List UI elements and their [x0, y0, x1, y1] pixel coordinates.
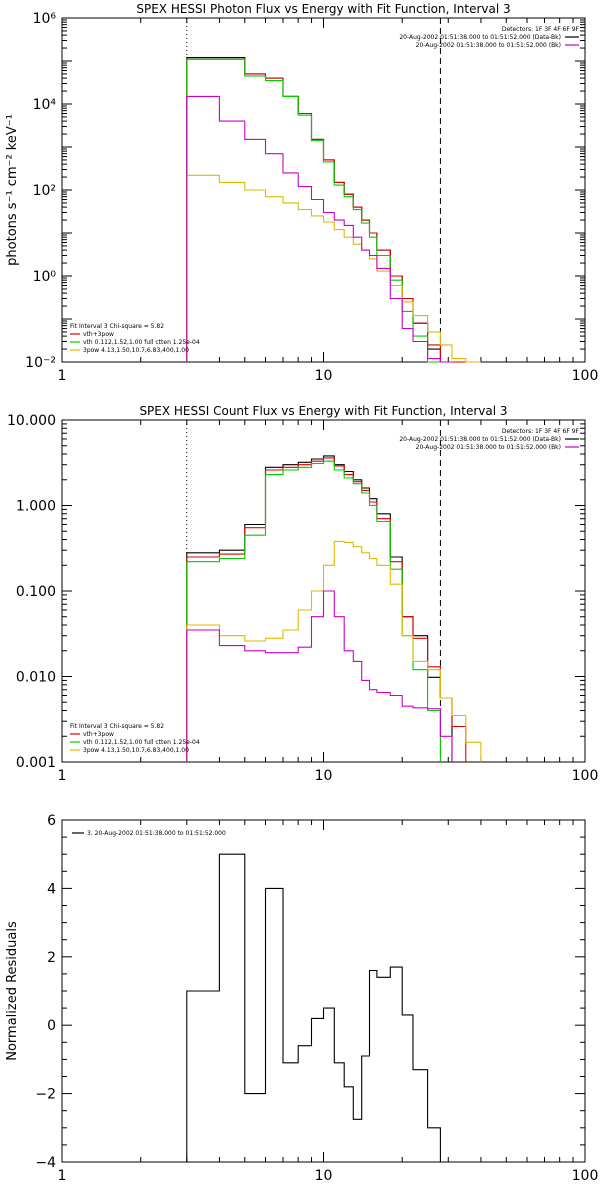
legend-top-text: Detectors: 1F 3F 4F 6F 9F [502, 428, 580, 435]
y-tick-label: −2 [35, 1087, 56, 1103]
legend-bottom-text: vth 0.112,1.52,1.00 full ctten 1.25e-04 [83, 739, 200, 746]
legend-top-text: Detectors: 1F 3F 4F 6F 9F [502, 26, 580, 33]
x-tick-label: 100 [572, 768, 599, 784]
y-tick-label: 10⁴ [33, 97, 57, 113]
x-tick-label: 10 [315, 368, 333, 384]
x-tick-label: 100 [572, 1168, 599, 1184]
count-flux-panel: SPEX HESSI Count Flux vs Energy with Fit… [7, 404, 598, 784]
y-axis-ticks [62, 423, 585, 763]
y-axis-ticks [62, 19, 585, 363]
y-tick-label: 0.010 [16, 670, 56, 686]
legend-bottom-text: vth+3pow [83, 731, 114, 738]
x-axis-ticks [61, 820, 574, 1162]
x-tick-label: 1 [58, 368, 67, 384]
y-tick-label: 1.000 [16, 499, 56, 515]
y-tick-label: 0.100 [16, 584, 56, 600]
x-tick-label: 1 [58, 768, 67, 784]
series-0-line [186, 853, 441, 1162]
y-tick-label: 10⁻² [25, 355, 56, 371]
series-0-line [186, 455, 453, 762]
legend-top-text: 20-Aug-2002 01:51:38.000 to 01:51:52.000… [399, 34, 561, 41]
plot-frame [61, 819, 586, 1163]
y-tick-label: 10⁰ [33, 269, 57, 285]
y-tick-label: 0.001 [16, 755, 56, 771]
photon-flux-panel: SPEX HESSI Photon Flux vs Energy with Fi… [5, 2, 598, 384]
y-tick-label: −4 [35, 1155, 56, 1171]
legend-bottom-text: Fit Interval 3 Chi-square = 5.82 [70, 723, 164, 730]
chart-title: SPEX HESSI Count Flux vs Energy with Fit… [139, 404, 507, 418]
legend-bottom-text: Fit Interval 3 Chi-square = 5.82 [70, 323, 164, 330]
x-tick-label: 100 [572, 368, 599, 384]
y-tick-label: 6 [47, 813, 56, 829]
y-axis-ticks [62, 819, 585, 1163]
y-tick-label: 10² [33, 183, 56, 199]
legend-top-text: 20-Aug-2002 01:51:38.000 to 01:51:52.000… [416, 42, 561, 49]
y-axis-label: photons s⁻¹ cm⁻² keV⁻¹ [5, 114, 20, 266]
legend-bottom-text: vth+3pow [83, 331, 114, 338]
plot-frame [61, 17, 586, 363]
series-1-line [186, 58, 466, 363]
residuals-panel: Normalized Residuals 1 10 100 −4 −2 0 2 4 6 3. 20-… [5, 813, 598, 1184]
y-tick-label: 0 [47, 1018, 56, 1034]
series-0-line [186, 57, 452, 363]
y-tick-label: 2 [47, 950, 56, 966]
legend-top-text: 20-Aug-2002 01:51:38.000 to 01:51:52.000… [416, 444, 561, 451]
series-1-line [186, 457, 467, 762]
legend-text: 3. 20-Aug-2002 01:51:38.000 to 01:51:52.… [87, 830, 226, 837]
series-3-line [186, 540, 482, 762]
chart-title: SPEX HESSI Photon Flux vs Energy with Fi… [136, 2, 510, 16]
y-tick-label: 4 [47, 881, 56, 897]
y-axis-label: Normalized Residuals [5, 921, 20, 1061]
x-tick-label: 10 [315, 768, 333, 784]
x-axis-ticks [61, 18, 574, 362]
legend-bottom-text: 3pow 4.13,1.50,10.7,6.83,400,1.00 [83, 747, 189, 754]
y-tick-label: 10⁶ [33, 11, 57, 27]
series-4-line [186, 95, 452, 363]
series-4-line [186, 590, 453, 762]
legend-bottom-text: 3pow 4.13,1.50,10.7,6.83,400,1.00 [83, 347, 189, 354]
legend-top-text: 20-Aug-2002 01:51:38.000 to 01:51:52.000… [399, 436, 561, 443]
x-tick-label: 10 [315, 1168, 333, 1184]
x-tick-label: 1 [58, 1168, 67, 1184]
legend-bottom-text: vth 0.112,1.52,1.00 full ctten 1.25e-04 [83, 339, 200, 346]
y-tick-label: 10.000 [7, 413, 56, 429]
series-3-line [186, 174, 481, 363]
